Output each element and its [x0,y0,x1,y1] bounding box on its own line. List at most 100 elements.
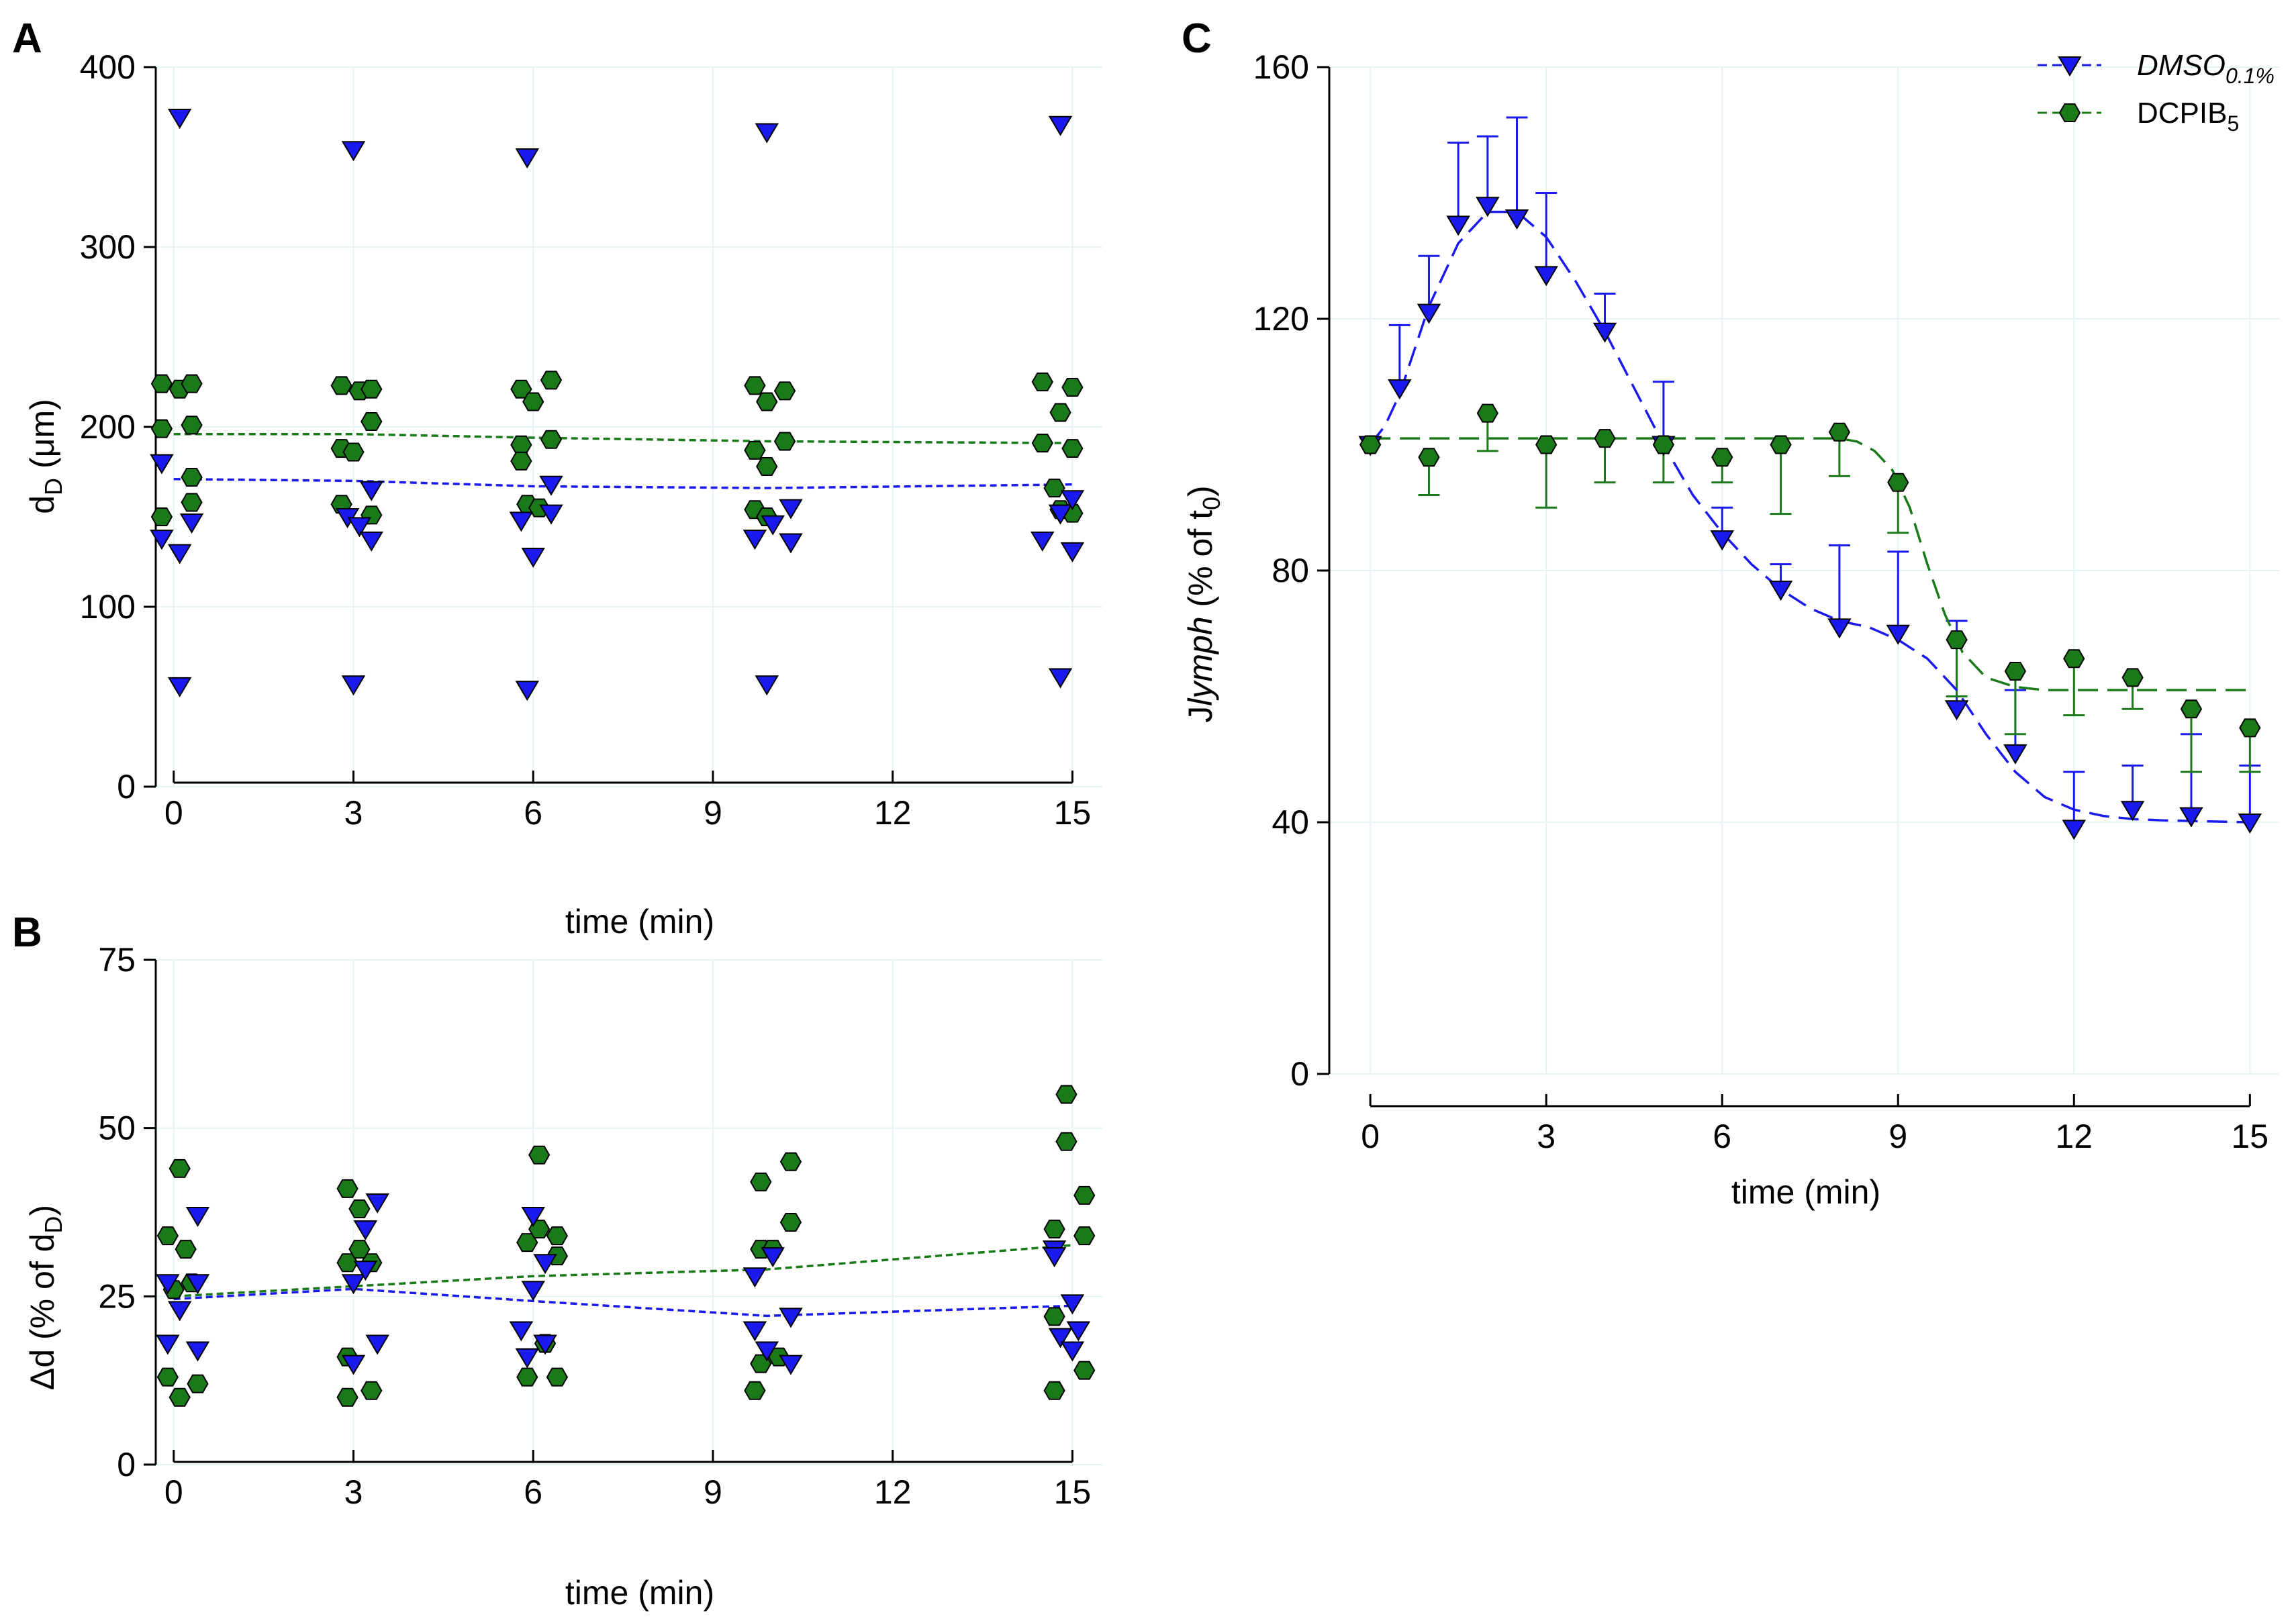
panel-a-dmso-marker [1031,531,1054,551]
panel-c-x-tick-label: 15 [2232,1118,2269,1155]
panel-b-dmso-marker [186,1207,209,1227]
panel-c-x-axis-title: time (min) [1731,1173,1880,1211]
panel-b-dmso-marker [186,1341,209,1361]
panel-c-dmso-marker [1535,266,1558,286]
panel-b-x-tick-label: 6 [524,1473,542,1511]
panel-b-dmso-marker [354,1220,377,1240]
panel-c-dmso-marker [2062,820,2086,840]
panel-c-dmso-marker [2121,801,2144,821]
panel-c-fit-lines [1369,210,2250,824]
panel-a-y-tick-label: 400 [80,48,136,86]
panel-a-dcpib-marker [774,432,796,451]
panel-c-dcpib-marker [1711,448,1733,467]
panel-c-dcpib-marker [1535,435,1558,454]
panel-c-y-tick-label: 0 [1290,1055,1309,1093]
panel-a-dcpib-marker [540,371,562,390]
panel-b-trend-lines [173,1244,1073,1318]
panel-a-dcpib-marker [1031,373,1053,391]
panel-c-markers [1359,197,2262,840]
panel-a-trend-dmso [173,477,1073,489]
panel-b-y-tick-label: 25 [98,1277,136,1315]
panel-a-dmso-marker [168,544,191,564]
panel-a-x-tick-label: 3 [344,794,363,832]
panel-a-dmso-marker [360,531,383,551]
panel-a-dcpib-marker [522,392,544,411]
panel-c-gridlines [1329,66,2279,1075]
panel-a-dcpib-marker [181,415,203,435]
panel-a-y-tick-label: 0 [117,768,136,805]
panel-c-dmso-marker [1447,215,1470,236]
legend-dmso-sub: 0.1% [2226,64,2275,88]
panel-b-dmso-marker [743,1321,767,1341]
panel-b-dmso-marker [516,1348,539,1368]
panel-b-dmso-marker [743,1267,767,1287]
panel-b-dcpib-marker [1073,1361,1096,1380]
panel-c-dmso-marker [2179,807,2203,827]
panel-c-dcpib-marker [1770,435,1792,454]
panel-a-dcpib-marker [774,381,796,401]
panel-c-axes: 0 40 80 120 160 0 3 6 9 12 15 [1253,48,2269,1155]
panel-a-x-axis-title: time (min) [565,903,714,940]
panel-label-c: C [1182,15,1212,62]
panel-c-dcpib-marker [2004,662,2026,681]
panel-b-dcpib-marker [169,1387,191,1407]
panel-c-dcpib-marker [1594,429,1616,448]
panel-b-dmso-marker [1043,1247,1066,1267]
panel-a-dcpib-marker [1049,403,1071,422]
panel-a-dmso-marker [522,547,545,567]
panel-c-dcpib-marker [2239,718,2261,738]
panel-a-dmso-marker [755,675,779,695]
panel-a-dcpib-marker [361,379,383,399]
panel-b-dmso-marker [366,1334,389,1355]
panel-b-dcpib-marker [528,1145,551,1165]
panel-b-dcpib-marker [779,1213,802,1232]
panel-b-dcpib-marker [361,1381,383,1400]
panel-c-dmso-marker [1593,322,1617,342]
panel-c-dcpib-marker [2063,649,2085,669]
panel-b-dmso-marker [168,1301,191,1321]
panel-c-dmso-marker [1945,700,1968,720]
panel-b-axes: 0 25 50 75 0 3 6 9 12 15 [98,941,1091,1511]
panel-b-dcpib-marker [1043,1381,1065,1400]
panel-c-x-tick-label: 0 [1361,1118,1380,1155]
legend-dcpib-text: DCPIB [2137,97,2227,130]
panel-b-dcpib-marker [546,1367,568,1387]
panel-a-dmso-marker [1061,542,1084,562]
panel-b-dcpib-marker [175,1240,197,1259]
panel-a-dcpib-marker [361,411,383,431]
panel-a-dcpib-marker [540,430,562,449]
panel-b-dcpib-marker [156,1367,179,1387]
panel-a-dmso-marker [168,109,191,129]
panel-a-x-tick-label: 0 [164,794,183,832]
panel-b-dmso-marker [1061,1294,1084,1314]
panel-a-dmso-marker [168,677,191,697]
panel-a-dcpib-marker [1061,378,1084,397]
panel-b-dcpib-marker [169,1159,191,1178]
panel-a-y-tick-label: 300 [80,228,136,266]
panel-a-x-tick-label: 9 [704,794,722,832]
panel-b-dcpib-marker [779,1152,802,1171]
panel-c-dcpib-marker [1359,435,1382,454]
panel-b-dmso-marker [510,1321,533,1341]
panel-a-x-tick-label: 6 [524,794,542,832]
panel-c-y-title-sub: 0 [1198,497,1225,510]
panel-b-dcpib-marker [336,1179,358,1198]
panel-c-y-tick-label: 40 [1272,803,1309,841]
panel-b-x-tick-label: 9 [704,1473,722,1511]
panel-b-dcpib-marker [516,1367,538,1387]
panel-b-trend-dmso [173,1287,1073,1318]
panel-c-x-tick-label: 9 [1888,1118,1907,1155]
panel-c-y-title-end: ) [1182,485,1219,497]
panel-b-dmso-marker [156,1334,179,1355]
panel-a-trend-lines [173,432,1073,489]
panel-c-dmso-marker [1827,618,1851,638]
panel-a-dmso-marker [743,530,767,550]
panel-a-dmso-marker [516,681,539,701]
panel-a-gridlines [156,66,1102,787]
panel-c-dmso-marker [1769,581,1792,601]
panel-b-dmso-marker [779,1308,802,1328]
panel-b-dcpib-marker [348,1240,371,1259]
panel-a-dmso-marker [779,533,802,553]
panel-b-dcpib-marker [1055,1132,1078,1151]
panel-c-dcpib-marker [1828,422,1850,442]
